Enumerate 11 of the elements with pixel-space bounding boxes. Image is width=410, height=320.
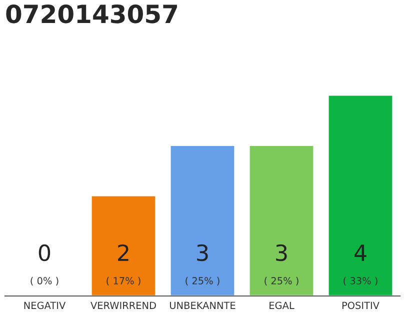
chart-title: 0720143057: [6, 4, 177, 24]
x-tick-label: POSITIV: [342, 302, 380, 310]
x-tick-label: VERWIRREND: [90, 302, 156, 309]
data-label: 3 ( 25% ): [186, 244, 220, 286]
data-label: 3 ( 25% ): [264, 244, 298, 286]
data-label: 2 ( 17% ): [106, 244, 140, 286]
x-tick-label: UNBEKANNTE: [170, 302, 236, 310]
data-label: 0 ( 0% ): [30, 244, 58, 286]
x-tick-label: NEGATIV: [24, 302, 66, 310]
data-label: 4 ( 33% ): [344, 244, 378, 286]
x-tick-label: EGAL: [270, 302, 294, 310]
